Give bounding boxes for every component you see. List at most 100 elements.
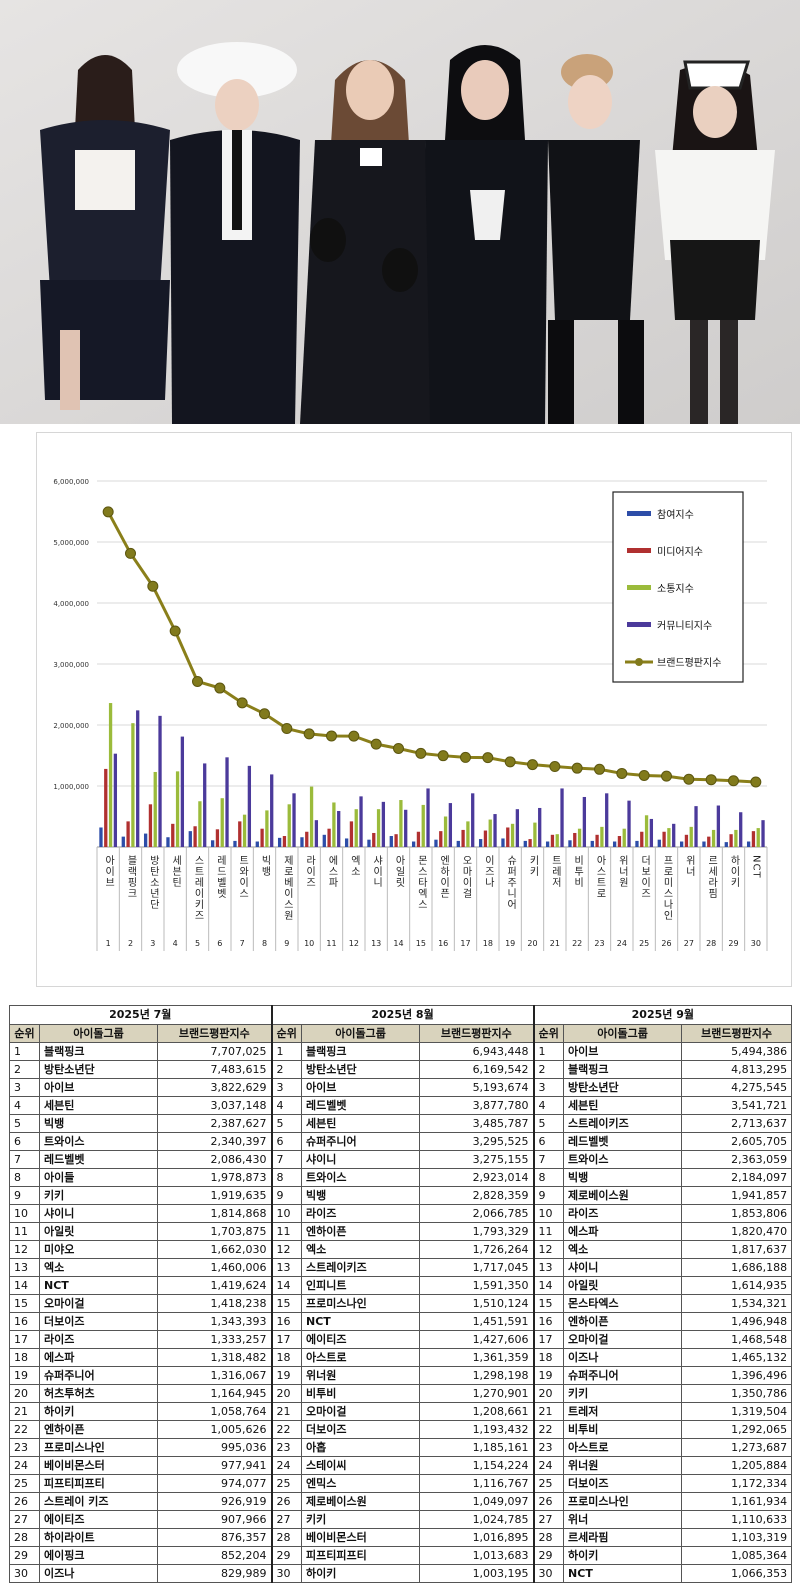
- group-name-cell: 엔하이픈: [563, 1312, 683, 1331]
- category-label: 라이즈: [304, 855, 316, 888]
- column-header-rank: 순위: [532, 1024, 565, 1043]
- rank-cell: 15: [270, 1294, 303, 1313]
- bar-참여지수: [233, 840, 237, 847]
- rank-cell: 15: [532, 1294, 565, 1313]
- rank-cell: 6: [270, 1132, 303, 1151]
- category-label: 이즈나: [482, 855, 494, 888]
- rank-cell: 8: [9, 1168, 40, 1187]
- bar-미디어지수: [260, 828, 264, 847]
- rank-cell: 12: [532, 1240, 565, 1259]
- index-value-cell: 1,396,496: [681, 1366, 793, 1385]
- table-row: 11 아일릿 1,703,875 11 엔하이픈 1,793,329 11 에스파 1,820,…: [9, 1222, 793, 1241]
- group-name-cell: 스트레이키즈: [301, 1258, 421, 1277]
- bar-미디어지수: [684, 834, 689, 847]
- index-value-cell: 1,817,637: [681, 1240, 793, 1259]
- bar-커뮤니티지수: [203, 763, 207, 847]
- rank-cell: 23: [532, 1438, 565, 1457]
- index-value-cell: 1,662,030: [156, 1240, 273, 1259]
- bar-소통지수: [220, 798, 224, 847]
- rank-cell: 30: [532, 1564, 565, 1583]
- reputation-point: [415, 747, 427, 759]
- group-name-cell: NCT: [39, 1276, 158, 1295]
- index-value-cell: 1,941,857: [681, 1186, 793, 1205]
- rank-cell: 7: [9, 1150, 40, 1169]
- rank-cell: 27: [270, 1510, 303, 1529]
- category-label: 제로베이스원: [281, 855, 293, 921]
- rank-cell: 8: [532, 1168, 565, 1187]
- group-name-cell: 아홉: [301, 1438, 421, 1457]
- group-name-cell: 미야오: [39, 1240, 158, 1259]
- index-value-cell: 1,361,359: [419, 1348, 535, 1367]
- group-name-cell: 엔하이픈: [301, 1222, 421, 1241]
- group-name-cell: 트레저: [563, 1402, 683, 1421]
- index-value-cell: 1,005,626: [156, 1420, 273, 1439]
- legend-label: 커뮤니티지수: [657, 620, 712, 632]
- index-value-cell: 2,086,430: [156, 1150, 273, 1169]
- rank-cell: 1: [270, 1042, 303, 1061]
- bar-참여지수: [590, 840, 594, 847]
- category-label: 방탄소년단: [147, 855, 159, 910]
- rank-cell: 6: [9, 1132, 40, 1151]
- rank-cell: 21: [9, 1402, 40, 1421]
- group-name-cell: 몬스타엑스: [563, 1294, 683, 1313]
- group-name-cell: 하이키: [563, 1546, 683, 1565]
- rank-cell: 28: [532, 1528, 565, 1547]
- y-tick-label: 3,000,000: [53, 661, 89, 669]
- bar-미디어지수: [573, 832, 577, 847]
- index-value-cell: 3,275,155: [419, 1150, 535, 1169]
- member-figure: [548, 54, 644, 424]
- reputation-point: [616, 767, 628, 779]
- bar-미디어지수: [171, 823, 175, 847]
- bar-커뮤니티지수: [493, 814, 497, 847]
- bar-커뮤니티지수: [314, 820, 319, 847]
- bar-커뮤니티지수: [560, 788, 564, 847]
- rank-cell: 13: [270, 1258, 303, 1277]
- group-name-cell: 위너원: [301, 1366, 421, 1385]
- index-value-cell: 4,275,545: [681, 1078, 793, 1097]
- rank-cell: 18: [270, 1348, 303, 1367]
- reputation-point: [125, 547, 136, 559]
- rank-cell: 5: [270, 1114, 303, 1133]
- rank-cell: 11: [9, 1222, 40, 1241]
- group-name-cell: 아스트로: [301, 1348, 421, 1367]
- group-name-cell: NCT: [301, 1312, 421, 1331]
- legend-swatch: [627, 511, 651, 516]
- reputation-point: [594, 763, 605, 775]
- bar-참여지수: [300, 837, 304, 847]
- month-header: 2025년 9월: [532, 1005, 793, 1025]
- rank-label: 27: [684, 939, 694, 948]
- bar-참여지수: [523, 840, 527, 847]
- group-name-cell: 허츠투허츠: [39, 1384, 158, 1403]
- reputation-point: [169, 625, 181, 637]
- rank-cell: 11: [532, 1222, 565, 1241]
- column-header-index: 브랜드평판지수: [419, 1024, 535, 1043]
- bar-커뮤니티지수: [270, 774, 274, 847]
- group-name-cell: 스트레이 키즈: [39, 1492, 158, 1511]
- index-value-cell: 995,036: [156, 1438, 273, 1457]
- group-name-cell: NCT: [563, 1564, 683, 1583]
- group-name-cell: 블랙핑크: [39, 1042, 158, 1061]
- table-row: 17 라이즈 1,333,257 17 에이티즈 1,427,606 17 오마이걸 1,468…: [9, 1330, 793, 1349]
- index-value-cell: 1,116,767: [419, 1474, 535, 1493]
- reputation-point: [504, 756, 516, 768]
- rank-cell: 25: [9, 1474, 40, 1493]
- rank-cell: 20: [532, 1384, 565, 1403]
- group-name-cell: 빅뱅: [39, 1114, 158, 1133]
- bar-미디어지수: [282, 836, 287, 847]
- index-value-cell: 2,828,359: [419, 1186, 535, 1205]
- column-header-index: 브랜드평판지수: [156, 1024, 273, 1043]
- bar-소통지수: [711, 829, 716, 847]
- table-row: 13 엑소 1,460,006 13 스트레이키즈 1,717,045 13 샤이니 1,686…: [9, 1258, 793, 1277]
- index-value-cell: 1,468,548: [681, 1330, 793, 1349]
- table-row: 28 하이라이트 876,357 28 베이비몬스터 1,016,895 28 르세라핌 1,1…: [9, 1528, 793, 1547]
- group-name-cell: 슈퍼주니어: [301, 1132, 421, 1151]
- group-name-cell: 샤이니: [39, 1204, 158, 1223]
- table-row: 4 세븐틴 3,037,148 4 레드벨벳 3,877,780 4 세븐틴 3,541,721: [9, 1096, 793, 1115]
- index-value-cell: 2,184,097: [681, 1168, 793, 1187]
- rank-cell: 1: [9, 1042, 40, 1061]
- index-value-cell: 3,037,148: [156, 1096, 273, 1115]
- rank-label: 19: [505, 939, 515, 948]
- group-name-cell: 아이브: [563, 1042, 683, 1061]
- index-value-cell: 1,978,873: [156, 1168, 273, 1187]
- group-name-cell: 스트레이키즈: [563, 1114, 683, 1133]
